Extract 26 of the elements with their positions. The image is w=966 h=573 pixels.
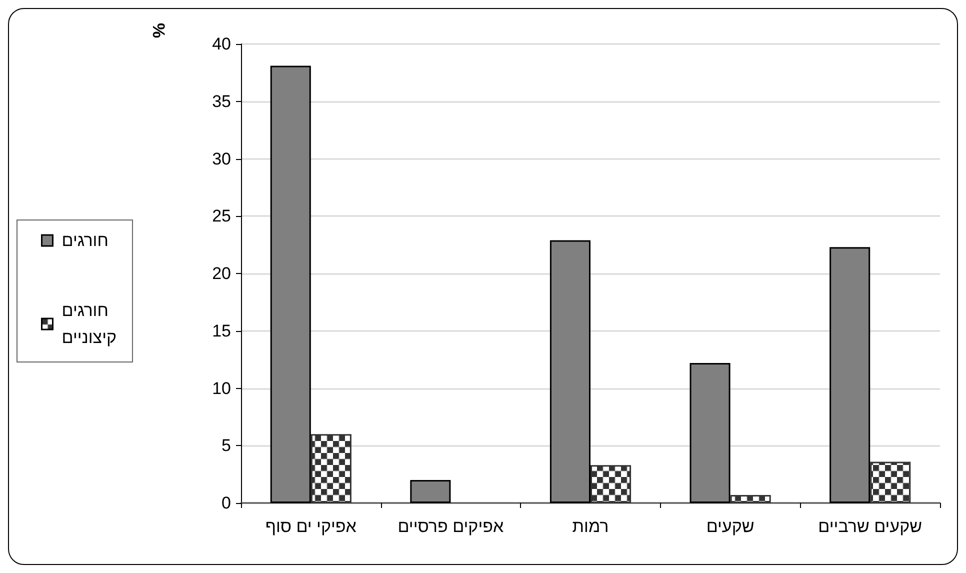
x-tick-label: רמות xyxy=(572,517,609,536)
y-tick-label: 35 xyxy=(212,92,231,111)
bar xyxy=(550,240,590,503)
x-tick-label: שקעים xyxy=(706,517,754,536)
bar xyxy=(730,494,771,503)
bar xyxy=(870,462,911,503)
y-tick-label: 20 xyxy=(212,264,231,283)
y-tick-label: 25 xyxy=(212,206,231,226)
y-tick-label: 0 xyxy=(222,494,231,512)
y-tick-label: 5 xyxy=(222,436,231,456)
bar xyxy=(270,66,311,503)
bar xyxy=(590,465,632,503)
x-tick-label: אפיקי ים סוף xyxy=(265,517,357,536)
y-tick-label: 15 xyxy=(212,321,231,340)
bar xyxy=(830,247,870,503)
legend-label: חורגים קיצוניים xyxy=(62,301,117,347)
bar xyxy=(310,434,352,503)
x-tick-label: שקעים שרביים xyxy=(818,517,922,536)
legend-label: חורגים xyxy=(62,231,108,250)
y-tick-label: 40 xyxy=(212,34,231,54)
y-tick-label: 10 xyxy=(212,378,231,398)
y-axis-title: % xyxy=(149,23,168,38)
y-tick-label: 30 xyxy=(212,149,231,168)
bar xyxy=(690,363,730,503)
x-tick-label: אפיקים פרסיים xyxy=(398,517,504,536)
bar xyxy=(410,480,451,503)
